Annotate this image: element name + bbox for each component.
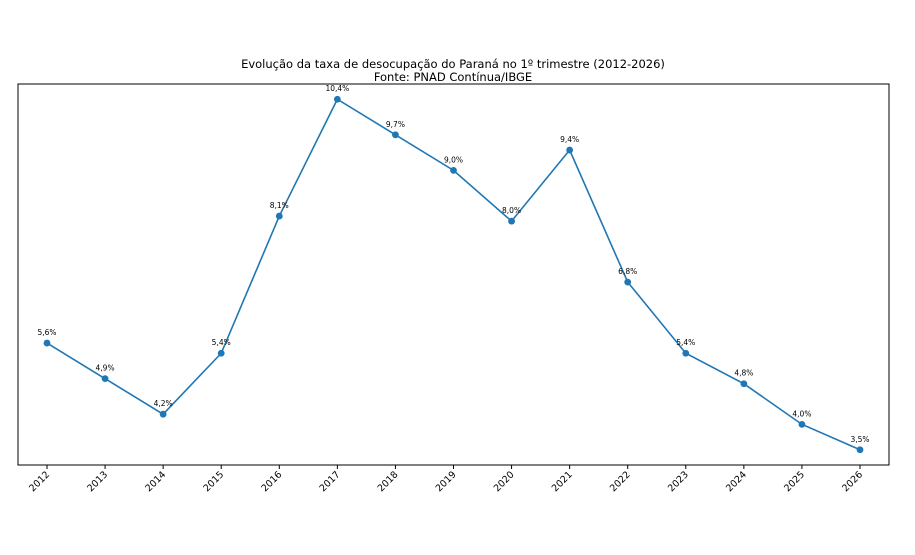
x-axis: 2012 2013 2014 2015 2016 2017 2018 2019 2020 2021… (27, 465, 865, 494)
chart-title: Evolução da taxa de desocupação do Paran… (241, 57, 665, 71)
data-label: 4,9% (96, 364, 115, 373)
data-labels: 5,6% 4,9% 4,2% 5,4% 8,1% 10,4% 9,7% 9,0% 8,0% 9,4… (37, 84, 869, 444)
x-tick-label: 2025 (782, 469, 807, 494)
data-point (450, 166, 457, 174)
data-label: 5,6% (37, 328, 56, 337)
x-tick-label: 2018 (376, 469, 401, 494)
x-tick-label: 2016 (260, 469, 285, 494)
data-point (566, 146, 574, 154)
data-label: 8,1% (270, 201, 289, 210)
data-label: 10,4% (325, 84, 349, 93)
data-label: 5,4% (676, 338, 695, 347)
x-tick-label: 2026 (840, 469, 865, 494)
data-point (798, 420, 806, 428)
data-label: 4,8% (734, 369, 753, 378)
data-label: 5,4% (212, 338, 231, 347)
x-tick-label: 2013 (85, 469, 110, 494)
x-tick-label: 2022 (608, 469, 633, 494)
data-label: 4,0% (792, 409, 811, 418)
data-point (392, 131, 399, 139)
data-point (624, 278, 632, 286)
x-tick-label: 2024 (724, 469, 749, 494)
data-label: 9,0% (444, 155, 463, 164)
x-tick-label: 2021 (550, 469, 575, 494)
data-point (740, 380, 748, 388)
plot-frame (17, 83, 890, 466)
x-tick-label: 2014 (143, 469, 168, 494)
data-label: 8,0% (502, 206, 521, 215)
data-label: 3,5% (850, 435, 869, 444)
data-point (217, 349, 225, 357)
data-point (101, 375, 109, 383)
data-label: 9,4% (560, 135, 579, 144)
x-tick-label: 2020 (492, 469, 517, 494)
data-point (275, 212, 283, 220)
data-points (43, 95, 864, 454)
x-tick-label: 2023 (666, 469, 691, 494)
chart-subtitle: Fonte: PNAD Contínua/IBGE (374, 70, 532, 84)
data-point (856, 446, 864, 454)
x-tick-label: 2015 (201, 469, 226, 494)
data-point (333, 95, 341, 103)
x-tick-label: 2019 (434, 469, 459, 494)
x-tick-label: 2012 (27, 469, 52, 494)
data-label: 6,8% (618, 267, 637, 276)
data-label: 4,2% (154, 399, 173, 408)
data-point (508, 217, 515, 225)
data-label: 9,7% (386, 120, 405, 129)
data-point (43, 339, 51, 347)
series-line (46, 98, 861, 451)
data-point (682, 349, 690, 357)
data-point (159, 410, 167, 418)
x-tick-label: 2017 (318, 469, 343, 494)
